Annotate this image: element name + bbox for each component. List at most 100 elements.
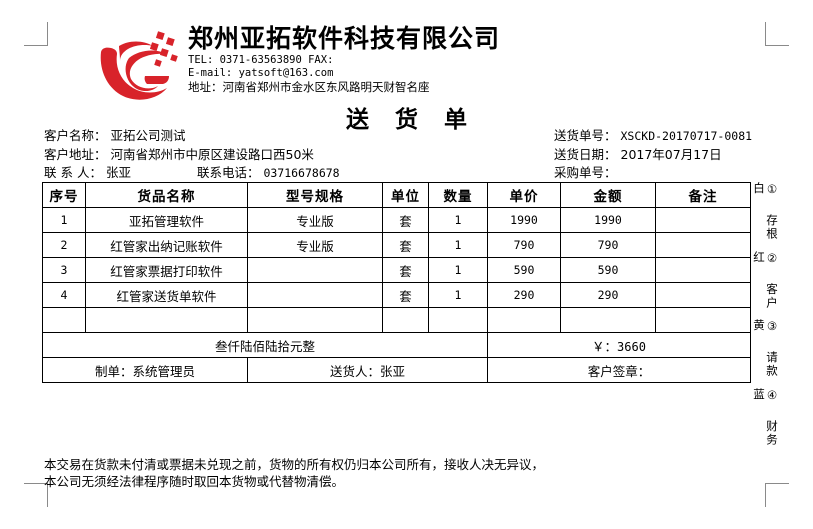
order-no-label: 送货单号： [554,128,617,143]
cell-spec [247,282,383,308]
company-info: 郑州亚拓软件科技有限公司 TEL: 0371-63563890 FAX: E-m… [188,24,738,95]
col-header-unit: 单位 [382,182,429,208]
cell-price: 1990 [487,207,561,233]
customer-name-row: 客户名称： 亚拓公司测试 [44,127,544,146]
col-header-name: 货品名称 [85,182,248,208]
cell-no: 4 [42,282,86,308]
company-name: 郑州亚拓软件科技有限公司 [188,24,501,53]
cell-amount: 290 [560,282,656,308]
cell-spec: 专业版 [247,232,383,258]
company-address: 地址：河南省郑州市金水区东风路明天财智名座 [188,80,430,94]
cell-no: 1 [42,207,86,233]
cell-name: 红管家送货单软件 [85,282,248,308]
col-header-no: 序号 [42,182,86,208]
customer-address-value: 河南省郑州市中原区建设路口西50米 [110,146,314,162]
cell-price: 290 [487,282,561,308]
crop-mark-top-right [765,22,789,46]
delivery-date-value: 2017年07月17日 [620,146,722,162]
col-header-qty: 数量 [428,182,488,208]
empty-cell-spec [247,307,383,333]
customer-address-label: 客户地址： [44,146,107,162]
empty-cell-name [85,307,248,333]
col-header-spec: 型号规格 [247,182,383,208]
cell-note [655,207,751,233]
contact-value: 张亚 [105,165,131,180]
cell-price: 790 [487,232,561,258]
contact-row: 联 系 人： 张亚 联系电话： 03716678678 [44,164,544,183]
cell-price: 590 [487,257,561,283]
terms-line-1: 本交易在货款未付清或票据未兑现之前，货物的所有权仍归本公司所有，接收人决无异议， [44,457,545,472]
page-title: 送 货 单 [345,107,476,133]
order-meta: 送货单号： XSCKD-20170717-0081 送货日期： 2017年07月… [554,127,813,183]
total-row: 叁仟陆佰陆拾元整 ￥：3660 [42,332,751,358]
order-no-value: XSCKD-20170717-0081 [620,129,753,143]
cell-note [655,257,751,283]
cell-amount: 1990 [560,207,656,233]
purchase-no-label: 采购单号： [554,165,617,180]
total-in-words: 叁仟陆佰陆拾元整 [42,332,488,358]
copy-label-stub-white: ① 存根白 [752,182,779,241]
empty-cell-qty [428,307,488,333]
empty-cell-no [42,307,86,333]
crop-mark-bottom-left [24,483,48,507]
delivery-date-row: 送货日期： 2017年07月17日 [554,146,813,165]
cell-unit: 套 [382,232,429,258]
table-row: 4 红管家送货单软件 套 1 290 290 [42,282,751,308]
table-header-row: 序号 货品名称 型号规格 单位 数量 单价 金额 备注 [42,182,751,208]
cell-amount: 790 [560,232,656,258]
table-empty-row [42,307,751,333]
cell-unit: 套 [382,282,429,308]
purchase-no-row: 采购单号： [554,164,813,183]
cell-no: 2 [42,232,86,258]
company-email: E-mail: yatsoft@163.com [188,67,334,79]
company-logo-icon [95,26,183,110]
currency-symbol: ￥： [592,338,618,354]
cell-unit: 套 [382,257,429,283]
maker-field: 制单：系统管理员 [42,357,248,383]
letterhead: 郑州亚拓软件科技有限公司 TEL: 0371-63563890 FAX: E-m… [40,24,740,110]
cell-note [655,282,751,308]
table-row: 3 红管家票据打印软件 套 1 590 590 [42,257,751,283]
cell-qty: 1 [428,207,488,233]
cell-qty: 1 [428,282,488,308]
col-header-amount: 金额 [560,182,656,208]
crop-mark-top-left [24,22,48,46]
table-row: 2 红管家出纳记账软件 专业版 套 1 790 790 [42,232,751,258]
copy-label-billing-yellow: ③ 请款黄 [752,319,779,379]
phone-group: 联系电话： 03716678678 [197,164,340,183]
copy-label-finance-blue: ④ 财务蓝 [752,387,779,447]
total-amount-value: 3660 [617,339,646,354]
cell-qty: 1 [428,232,488,258]
delivery-date-label: 送货日期： [554,146,617,162]
cell-note [655,232,751,258]
order-no-row: 送货单号： XSCKD-20170717-0081 [554,127,813,146]
customer-name-label: 客户名称： [44,128,107,143]
signature-row: 制单：系统管理员 送货人：张亚 客户签章： [42,357,751,383]
customer-address-row: 客户地址： 河南省郑州市中原区建设路口西50米 [44,146,544,165]
cell-spec [247,257,383,283]
terms-and-conditions: 本交易在货款未付清或票据未兑现之前，货物的所有权仍归本公司所有，接收人决无异议，… [44,456,744,490]
terms-line-2: 本公司无须经法律程序随时取回本货物或代替物清偿。 [44,474,345,489]
customer-seal-field: 客户签章： [487,357,751,383]
company-tel-fax: TEL: 0371-63563890 FAX: [188,54,334,66]
customer-meta: 客户名称： 亚拓公司测试 客户地址： 河南省郑州市中原区建设路口西50米 联 系… [44,127,544,183]
goods-table: 序号 货品名称 型号规格 单位 数量 单价 金额 备注 1 亚拓管理软件 专业版… [42,182,751,383]
cell-qty: 1 [428,257,488,283]
crop-mark-bottom-right [765,483,789,507]
cell-name: 亚拓管理软件 [85,207,248,233]
copy-labels: ① 存根白 ② 客户红 ③ 请款黄 ④ 财务蓝 [752,182,779,450]
phone-label: 联系电话： [196,165,260,180]
cell-no: 3 [42,257,86,283]
cell-unit: 套 [382,207,429,233]
empty-cell-unit [382,307,429,333]
cell-amount: 590 [560,257,656,283]
table-row: 1 亚拓管理软件 专业版 套 1 1990 1990 [42,207,751,233]
phone-value: 03716678678 [263,166,340,180]
col-header-note: 备注 [655,182,751,208]
contact-label: 联 系 人： [44,165,102,180]
total-amount-cell: ￥：3660 [487,332,751,358]
cell-name: 红管家票据打印软件 [85,257,248,283]
customer-name-value: 亚拓公司测试 [110,128,186,143]
empty-cell-price [487,307,561,333]
